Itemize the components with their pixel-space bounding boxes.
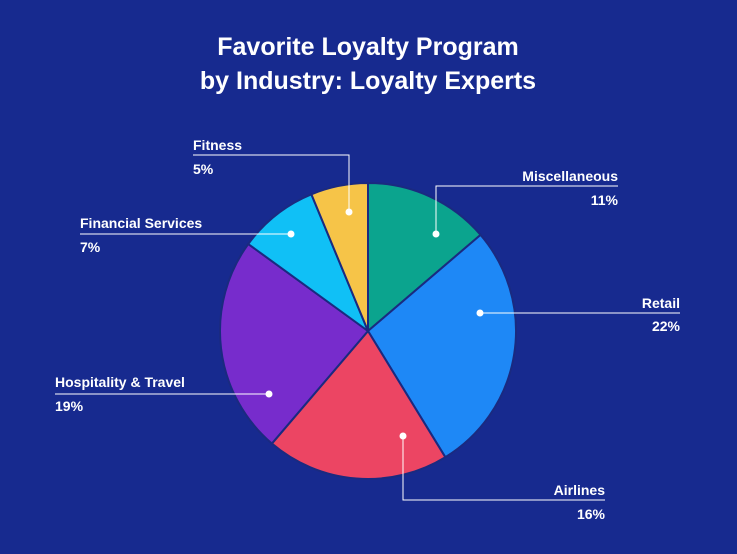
slice-percent-hospitality-travel: 19% <box>55 398 84 414</box>
slice-percent-miscellaneous: 11% <box>591 192 619 208</box>
pie-slice-financial-services <box>246 192 371 334</box>
pie-slice-fitness <box>310 181 369 332</box>
slice-percent-financial-services: 7% <box>80 239 101 255</box>
chart-title-line-2: by Industry: Loyalty Experts <box>200 67 536 95</box>
pie-slice-retail <box>366 233 517 459</box>
leader-dot-fitness <box>345 208 353 216</box>
slice-percent-fitness: 5% <box>193 161 214 177</box>
leader-line-airlines <box>402 436 605 501</box>
leader-line-miscellaneous <box>435 185 618 234</box>
pie-slice-miscellaneous <box>367 181 482 334</box>
leader-dot-hospitality-travel <box>265 390 273 398</box>
chart-title-line-1: Favorite Loyalty Program <box>217 33 518 61</box>
leader-dot-airlines <box>399 432 407 440</box>
leader-dot-retail <box>476 309 484 317</box>
slice-label-retail: Retail <box>642 295 680 311</box>
leader-dot-miscellaneous <box>432 230 440 238</box>
pie-slice-airlines <box>270 329 447 480</box>
slice-label-financial-services: Financial Services <box>80 215 202 231</box>
leader-line-fitness <box>193 154 350 212</box>
slice-percent-airlines: 16% <box>577 506 606 522</box>
slice-label-airlines: Airlines <box>554 482 606 498</box>
slice-percent-retail: 22% <box>652 318 681 334</box>
slice-label-hospitality-travel: Hospitality & Travel <box>55 374 185 390</box>
slice-label-fitness: Fitness <box>193 137 242 153</box>
slice-label-miscellaneous: Miscellaneous <box>522 168 618 184</box>
leader-dot-financial-services <box>287 230 295 238</box>
